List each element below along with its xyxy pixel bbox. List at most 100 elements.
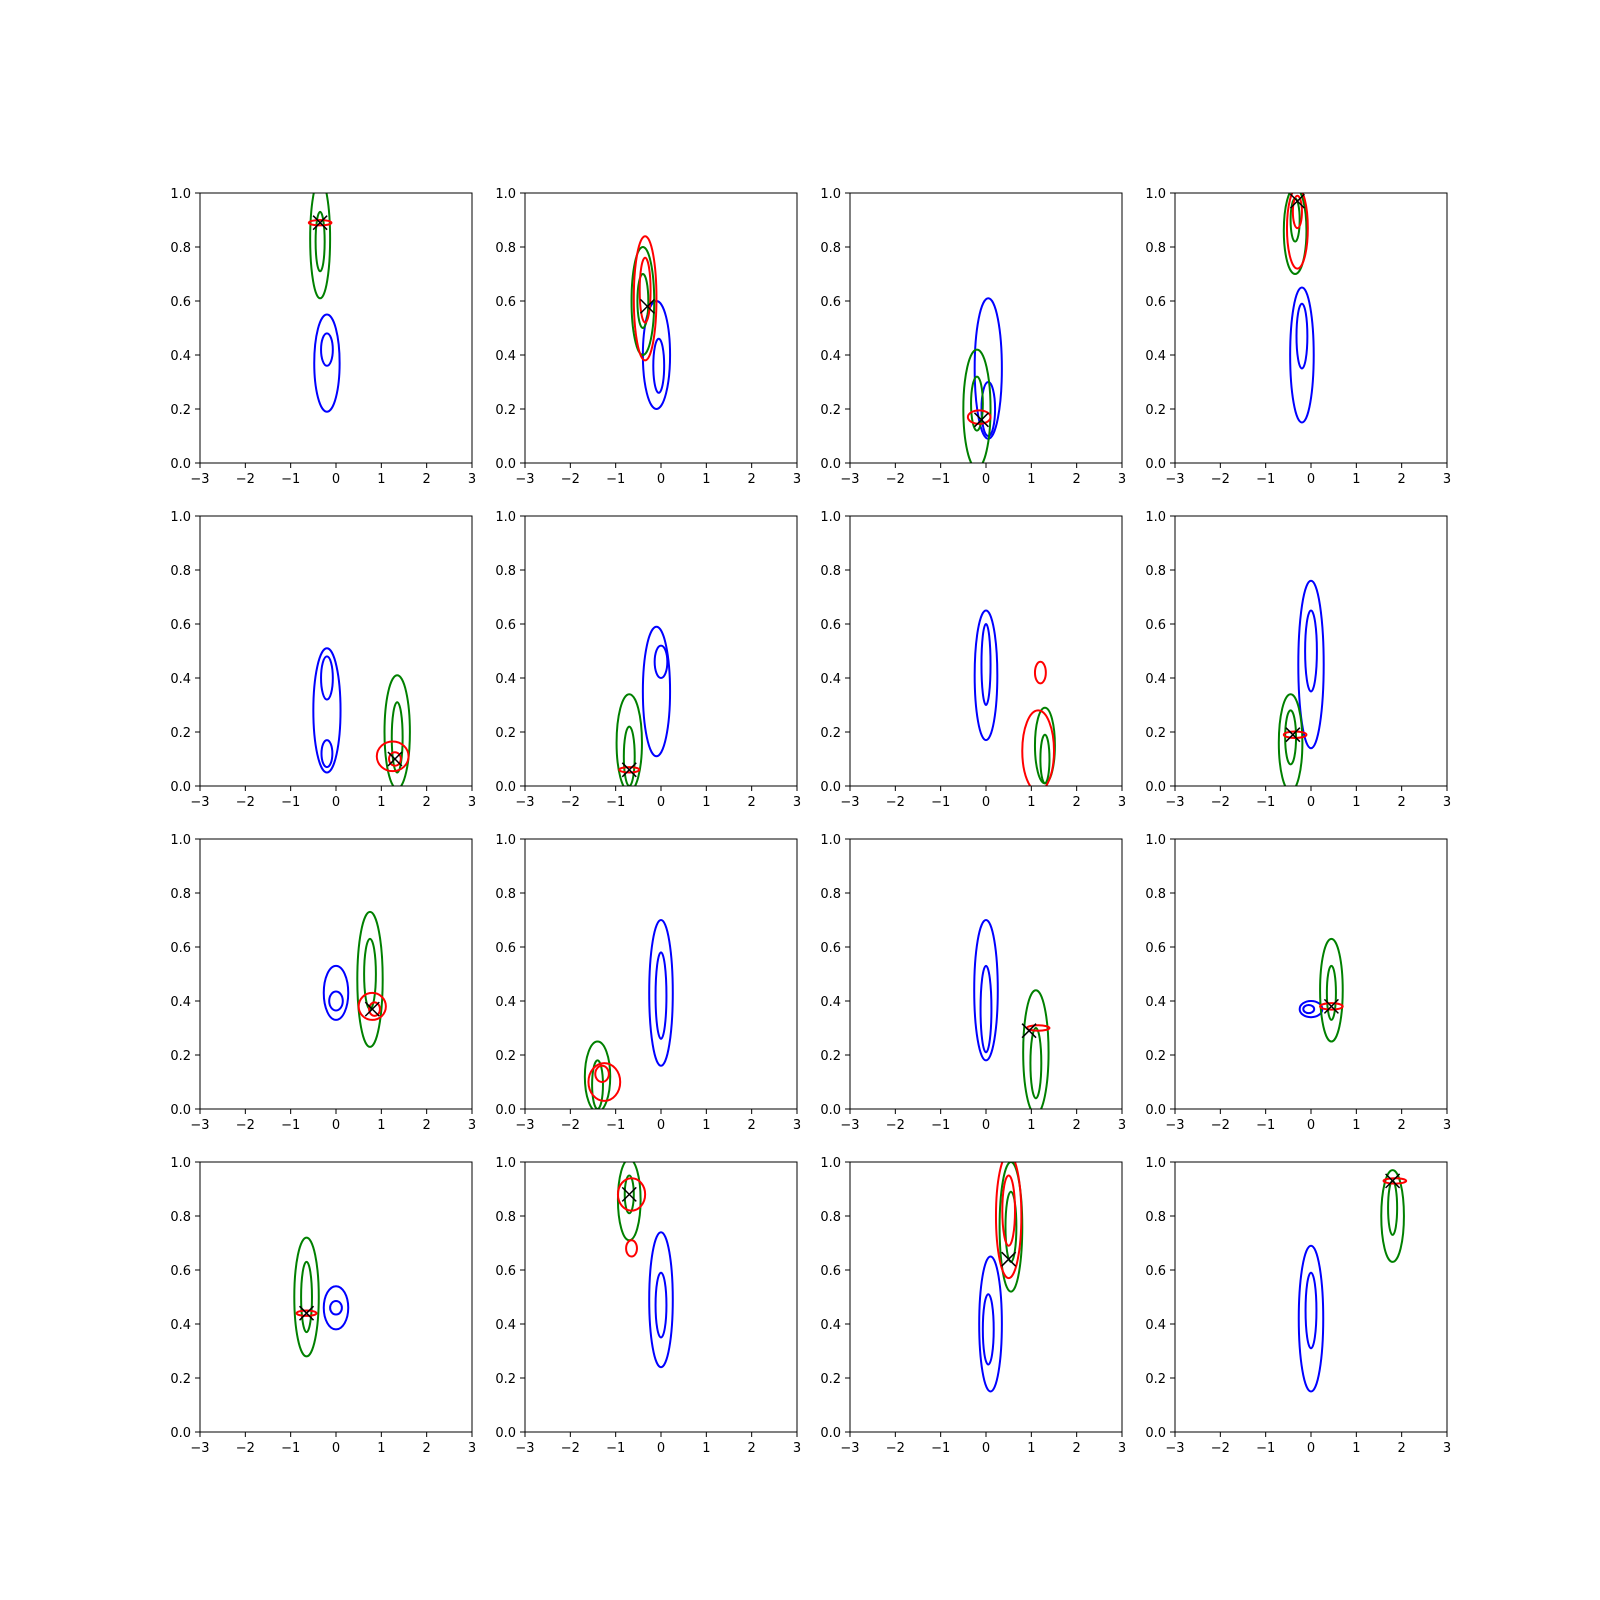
y-tick-label: 1.0	[820, 833, 841, 848]
x-tick-label: −1	[1256, 1118, 1275, 1133]
x-marker-stroke-b	[621, 1186, 637, 1202]
y-tick-label: 0.4	[170, 1318, 191, 1333]
panel-15: −3 −2 −1 0 1 2 3 0.0 0.2 0.4 0.6 0.8 1.0	[820, 1156, 1126, 1456]
x-tick-label: −3	[515, 1441, 534, 1456]
x-tick-label: 2	[423, 795, 431, 810]
x-tick-label: −1	[606, 472, 625, 487]
y-tick-label: 0.0	[820, 1103, 841, 1118]
x-tick-label: 1	[1352, 1441, 1360, 1456]
blue-contour-2	[981, 1293, 995, 1366]
x-tick-label: 1	[1027, 795, 1035, 810]
x-marker-stroke-b	[1021, 1023, 1037, 1039]
axes-frame	[199, 838, 473, 1110]
x-tick-label: −2	[886, 1441, 905, 1456]
x-tick-label: 3	[468, 472, 476, 487]
x-tick-label: 2	[1073, 795, 1081, 810]
x-tick-label: −2	[1211, 1441, 1230, 1456]
y-tick-label: 0.0	[495, 1426, 516, 1441]
y-tick-label: 0.0	[495, 457, 516, 472]
y-tick-label: 0.2	[495, 1372, 516, 1387]
blue-contour-1	[322, 964, 350, 1021]
y-tick-label: 1.0	[170, 1156, 191, 1171]
y-tick-label: 0.2	[820, 403, 841, 418]
x-tick-label: 0	[982, 1118, 990, 1133]
y-tick-label: 0.4	[170, 672, 191, 687]
x-tick-label: −1	[931, 1118, 950, 1133]
y-tick-label: 0.4	[820, 995, 841, 1010]
axes-frame	[849, 838, 1123, 1110]
x-tick-label: −3	[1165, 472, 1184, 487]
blue-contour-1	[973, 609, 999, 742]
red-contour-2	[1033, 660, 1047, 685]
x-tick-label: 2	[1398, 1441, 1406, 1456]
blue-contour-2	[979, 964, 993, 1054]
x-tick-label: 0	[332, 1118, 340, 1133]
x-tick-label: 2	[1073, 1441, 1081, 1456]
red-contour-1	[994, 1162, 1023, 1280]
x-tick-label: 3	[793, 795, 801, 810]
red-contour-2	[1291, 194, 1303, 230]
y-tick-label: 0.4	[495, 672, 516, 687]
blue-contour-3	[320, 739, 334, 769]
red-contour-1	[375, 740, 410, 773]
x-tick-label: 1	[377, 1441, 385, 1456]
plot-area	[1298, 937, 1344, 1043]
y-tick-label: 0.6	[170, 1264, 191, 1279]
x-marker-stroke-b	[1285, 727, 1301, 743]
x-tick-label: 3	[1443, 1118, 1451, 1133]
y-tick-label: 0.6	[1145, 618, 1166, 633]
y-tick-label: 0.2	[1145, 1372, 1166, 1387]
x-tick-label: −3	[840, 1118, 859, 1133]
y-tick-label: 0.8	[820, 564, 841, 579]
x-tick-label: 1	[702, 1441, 710, 1456]
y-tick-label: 0.8	[495, 564, 516, 579]
x-tick-label: −2	[236, 795, 255, 810]
x-tick-label: 0	[1307, 472, 1315, 487]
x-tick-label: −2	[561, 1441, 580, 1456]
x-tick-label: 3	[1443, 795, 1451, 810]
green-contour-2	[636, 273, 650, 329]
blue-contour-1	[1297, 579, 1325, 750]
green-contour-2	[1029, 1027, 1043, 1100]
blue-contour-2	[329, 1300, 343, 1316]
plot-area	[973, 609, 1056, 786]
y-tick-label: 0.2	[170, 403, 191, 418]
blue-contour-1	[978, 1255, 1003, 1393]
y-tick-label: 0.6	[495, 295, 516, 310]
red-contour-1	[357, 991, 387, 1021]
x-marker-stroke-b	[1289, 193, 1305, 209]
x-tick-label: −2	[1211, 472, 1230, 487]
x-tick-label: 2	[1073, 1118, 1081, 1133]
y-tick-label: 0.2	[1145, 1049, 1166, 1064]
blue-contour-2	[328, 990, 344, 1012]
x-tick-label: 0	[332, 795, 340, 810]
x-tick-label: 3	[1443, 1441, 1451, 1456]
x-tick-label: 0	[332, 472, 340, 487]
y-tick-label: 0.8	[820, 241, 841, 256]
y-tick-label: 1.0	[495, 1156, 516, 1171]
blue-contour-2	[654, 1271, 668, 1339]
x-marker-stroke-b	[1323, 998, 1339, 1014]
panel-13: −3 −2 −1 0 1 2 3 0.0 0.2 0.4 0.6 0.8 1.0	[170, 1156, 476, 1456]
y-tick-label: 0.6	[495, 618, 516, 633]
x-tick-label: 1	[1027, 472, 1035, 487]
x-marker-stroke-b	[299, 1305, 315, 1321]
y-tick-label: 0.8	[170, 241, 191, 256]
x-tick-label: −1	[1256, 1441, 1275, 1456]
y-tick-label: 0.4	[1145, 995, 1166, 1010]
blue-contour-1	[648, 1231, 674, 1369]
axes-frame	[524, 515, 798, 787]
y-tick-label: 1.0	[170, 187, 191, 202]
y-tick-label: 0.6	[495, 941, 516, 956]
y-tick-label: 0.0	[170, 780, 191, 795]
x-tick-label: 1	[1352, 1118, 1360, 1133]
panel-6: −3 −2 −1 0 1 2 3 0.0 0.2 0.4 0.6 0.8 1.0	[495, 510, 801, 810]
blue-contour-1	[322, 1285, 350, 1331]
red-contour-2	[638, 256, 652, 324]
x-tick-label: 0	[657, 795, 665, 810]
green-contour-2	[623, 1174, 635, 1215]
y-tick-label: 0.4	[170, 995, 191, 1010]
green-contour-2	[1387, 1179, 1399, 1236]
y-tick-label: 0.2	[820, 726, 841, 741]
x-tick-label: 1	[377, 795, 385, 810]
